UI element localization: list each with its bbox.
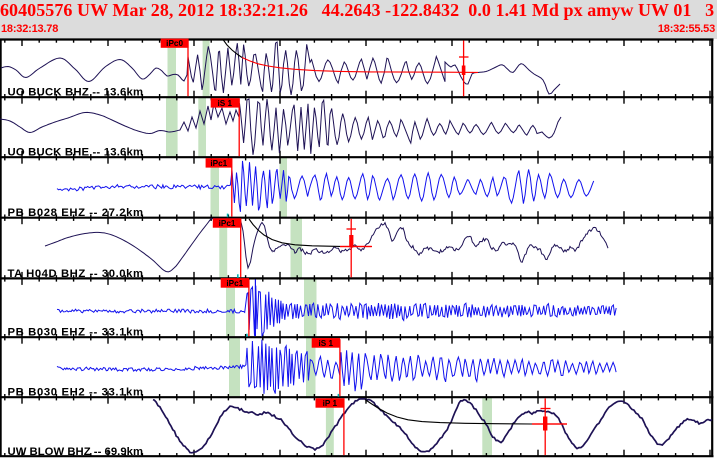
svg-text:UO BUCK BHZ -- 13.6km: UO BUCK BHZ -- 13.6km <box>8 87 144 99</box>
svg-text:UW BLOW BHZ -- 69.9km: UW BLOW BHZ -- 69.9km <box>8 446 144 458</box>
svg-text:iS 1: iS 1 <box>218 99 233 108</box>
svg-text:PB B030 EH2 -- 33.1km: PB B030 EH2 -- 33.1km <box>8 387 144 399</box>
svg-text:UO BUCK BHE -- 13.6km: UO BUCK BHE -- 13.6km <box>8 147 144 159</box>
svg-text:PB B028 EHZ -- 27.2km: PB B028 EHZ -- 27.2km <box>8 207 144 219</box>
svg-text:TA H04D BHZ -- 30.0km: TA H04D BHZ -- 30.0km <box>8 268 144 280</box>
svg-text:iP 1: iP 1 <box>323 399 338 408</box>
svg-text:PB B030 EHZ -- 33.1km: PB B030 EHZ -- 33.1km <box>8 327 144 339</box>
svg-text:iS 1: iS 1 <box>319 339 334 348</box>
svg-text:iPc0: iPc0 <box>166 39 183 48</box>
svg-text:iPc1: iPc1 <box>219 219 236 228</box>
svg-text:iPc1: iPc1 <box>226 279 243 288</box>
svg-text:iPc1: iPc1 <box>210 159 227 168</box>
